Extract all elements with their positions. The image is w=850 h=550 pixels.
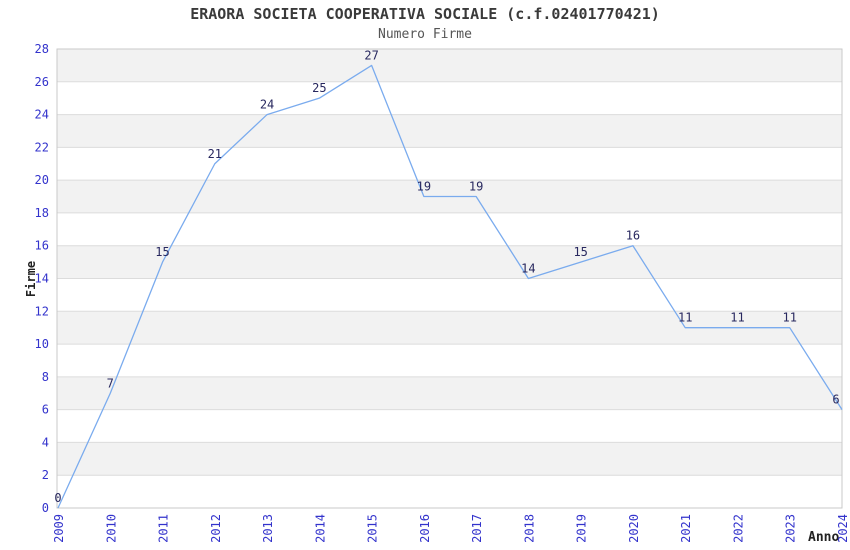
y-tick-label: 26	[35, 75, 49, 89]
y-tick-label: 8	[42, 370, 49, 384]
data-point-label: 15	[573, 245, 587, 259]
data-point-label: 16	[626, 229, 640, 243]
y-tick-label: 28	[35, 42, 49, 56]
data-point-label: 7	[107, 376, 114, 390]
plot-band	[57, 212, 842, 246]
x-tick-label: 2012	[209, 514, 223, 543]
y-tick-label: 4	[42, 435, 49, 449]
data-point-label: 27	[364, 48, 378, 62]
plot-band	[57, 278, 842, 312]
y-tick-label: 22	[35, 140, 49, 154]
x-tick-label: 2023	[784, 514, 798, 543]
y-tick-label: 6	[42, 403, 49, 417]
y-tick-label: 2	[42, 468, 49, 482]
plot-band	[57, 147, 842, 181]
data-point-label: 25	[312, 81, 326, 95]
chart-subtitle: Numero Firme	[378, 27, 472, 42]
data-point-label: 6	[832, 393, 839, 407]
x-axis-title: Anno	[808, 530, 840, 545]
x-tick-label: 2011	[157, 514, 171, 543]
y-tick-label: 18	[35, 206, 49, 220]
plot-band	[57, 114, 842, 148]
data-point-label: 0	[54, 491, 61, 505]
x-tick-label: 2010	[104, 514, 118, 543]
y-tick-label: 14	[35, 272, 49, 286]
plot-band	[57, 376, 842, 410]
data-point-label: 21	[208, 147, 222, 161]
data-point-label: 19	[469, 180, 483, 194]
y-tick-label: 0	[42, 501, 49, 515]
plot-border	[56, 48, 843, 509]
y-tick-label: 10	[35, 337, 49, 351]
x-tick-label: 2016	[418, 514, 432, 543]
plot-band	[57, 344, 842, 377]
data-point-label: 15	[155, 245, 169, 259]
x-tick-label: 2020	[627, 514, 641, 543]
data-point-label: 19	[417, 180, 431, 194]
x-tick-label: 2019	[575, 514, 589, 543]
y-tick-label: 20	[35, 173, 49, 187]
chart-title: ERAORA SOCIETA COOPERATIVA SOCIALE (c.f.…	[190, 5, 660, 23]
data-point-label: 11	[783, 311, 797, 325]
data-point-label: 14	[521, 262, 535, 276]
y-tick-label: 12	[35, 304, 49, 318]
x-tick-label: 2015	[366, 514, 380, 543]
x-tick-label: 2013	[261, 514, 275, 543]
plot-band	[57, 409, 842, 443]
plot-band	[57, 81, 842, 115]
plot-band	[57, 245, 842, 279]
x-tick-label: 2017	[470, 514, 484, 543]
data-series-line	[57, 64, 843, 509]
y-tick-label: 16	[35, 239, 49, 253]
y-tick-label: 24	[35, 108, 49, 122]
plot-band	[57, 442, 842, 476]
x-tick-label: 2014	[313, 514, 327, 543]
plot-band	[57, 49, 842, 82]
x-tick-label: 2018	[522, 514, 536, 543]
x-tick-label: 2024	[836, 514, 850, 543]
data-point-label: 11	[730, 311, 744, 325]
data-point-label: 24	[260, 98, 274, 112]
x-tick-label: 2022	[731, 514, 745, 543]
x-tick-label: 2009	[52, 514, 66, 543]
x-tick-label: 2021	[679, 514, 693, 543]
data-point-label: 11	[678, 311, 692, 325]
plot-band	[57, 475, 842, 508]
